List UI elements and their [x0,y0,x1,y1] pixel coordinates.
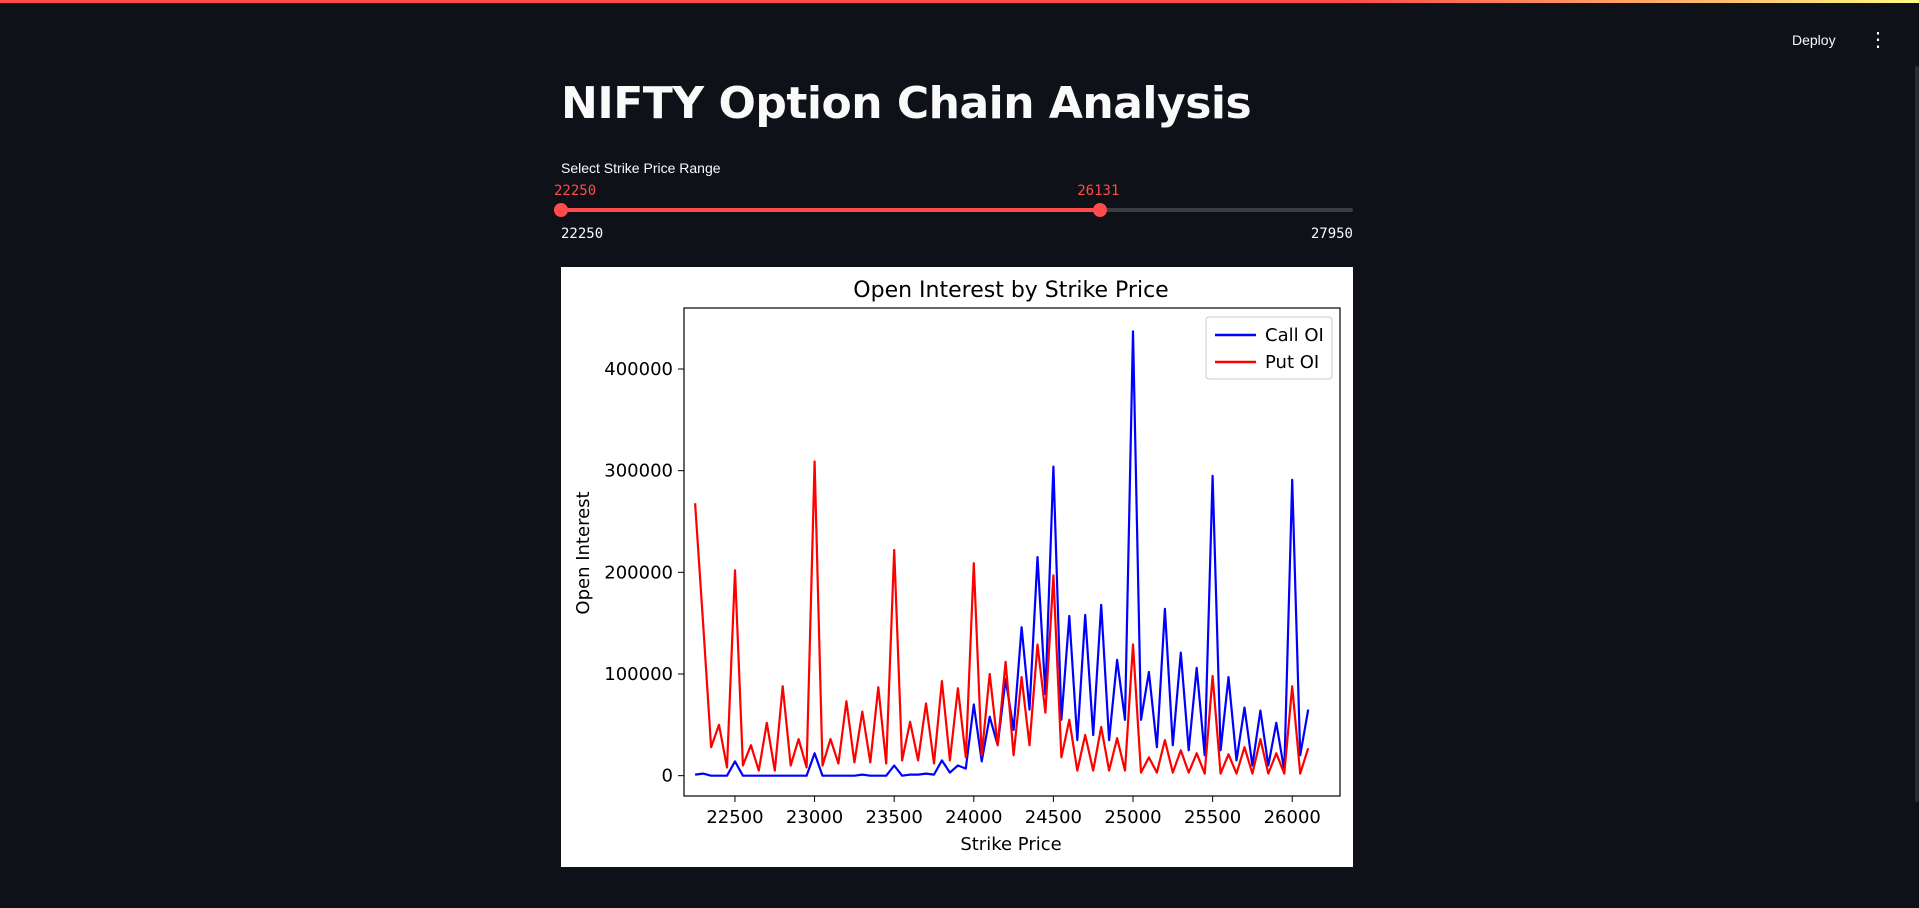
plot-frame [683,307,1341,797]
legend-label: Call OI [1265,325,1324,346]
x-tick-label: 25000 [1104,807,1161,828]
x-tick-label: 23500 [866,807,923,828]
chart-legend [1205,316,1333,380]
top-decoration-bar [0,0,1919,3]
y-tick-label: 300000 [604,461,673,482]
x-tick-label: 26000 [1264,807,1321,828]
x-axis-label: Strike Price [960,834,1061,855]
slider-high-handle[interactable] [1093,203,1108,217]
more-vertical-icon[interactable]: ⋮ [1868,29,1888,51]
x-tick-label: 24000 [945,807,1002,828]
y-tick-label: 400000 [604,359,673,380]
slider-label: Select Strike Price Range [561,160,721,176]
chart-title: Open Interest by Strike Price [853,278,1168,303]
page-title: NIFTY Option Chain Analysis [561,78,1252,129]
y-tick-label: 0 [662,766,673,787]
deploy-button[interactable]: Deploy [1792,32,1836,48]
y-axis-label: Open Interest [573,491,594,614]
oi-chart: Open Interest by Strike Price Strike Pri… [561,267,1353,867]
y-tick-label: 100000 [604,664,673,685]
slider-min-label: 22250 [561,226,604,242]
series-line-put-oi [694,460,1310,775]
slider-selected-range [561,208,1101,212]
slider-low-handle[interactable] [554,203,568,217]
x-tick-label: 22500 [706,807,763,828]
x-tick-label: 24500 [1025,807,1082,828]
legend-label: Put OI [1265,352,1319,373]
slider-max-label: 27950 [1310,226,1353,242]
slider-low-value: 22250 [554,183,597,199]
page-scrollbar[interactable] [1915,66,1919,802]
x-tick-label: 25500 [1184,807,1241,828]
chart-svg: Open Interest by Strike Price Strike Pri… [573,278,1341,855]
slider-high-value: 26131 [1077,183,1120,199]
x-tick-label: 23000 [786,807,843,828]
y-tick-label: 200000 [604,562,673,583]
